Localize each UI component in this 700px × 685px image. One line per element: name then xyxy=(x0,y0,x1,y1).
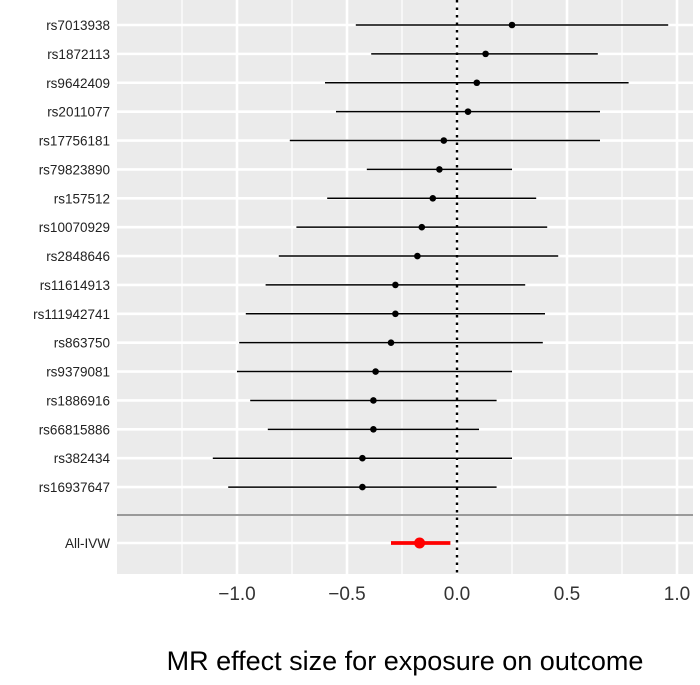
snp-label-rs11614913: rs11614913 xyxy=(40,278,110,293)
point-estimate-rs9642409 xyxy=(473,79,481,87)
snp-label-rs16937647: rs16937647 xyxy=(39,480,110,495)
point-estimate-rs10070929 xyxy=(418,223,426,231)
point-estimate-rs17756181 xyxy=(440,137,448,144)
point-estimate-rs11614913 xyxy=(392,281,399,289)
summary-label: All-IVW xyxy=(65,536,110,551)
x-tick-labels: −1.0 −0.5 0.0 0.5 1.0 xyxy=(218,584,690,605)
x-tick-label: 0.5 xyxy=(554,584,580,605)
snp-label-rs111942741: rs111942741 xyxy=(33,307,110,322)
x-axis-title: MR effect size for exposure on outcome xyxy=(167,646,644,676)
snp-label-rs863750: rs863750 xyxy=(54,336,110,351)
x-tick-label: −1.0 xyxy=(218,584,256,605)
snp-label-rs9379081: rs9379081 xyxy=(46,365,110,380)
snp-label-rs7013938: rs7013938 xyxy=(46,18,110,33)
point-estimate-rs9379081 xyxy=(372,368,379,375)
snp-label-rs382434: rs382434 xyxy=(54,451,111,466)
snp-label-rs2011077: rs2011077 xyxy=(47,105,110,120)
point-estimate-rs16937647 xyxy=(359,483,366,491)
snp-label-rs66815886: rs66815886 xyxy=(39,422,110,437)
point-estimate-rs66815886 xyxy=(370,426,377,433)
plot-panel xyxy=(117,0,693,574)
point-estimate-rs2011077 xyxy=(464,108,472,115)
snp-label-rs10070929: rs10070929 xyxy=(39,220,110,235)
x-tick-label: 0.0 xyxy=(444,584,470,605)
point-estimate-rs79823890 xyxy=(436,166,443,173)
snp-label-rs79823890: rs79823890 xyxy=(39,162,110,177)
snp-label-rs1886916: rs1886916 xyxy=(46,393,110,408)
x-tick-label: 1.0 xyxy=(664,584,690,605)
snp-label-rs2848646: rs2848646 xyxy=(46,249,110,264)
point-estimate-rs111942741 xyxy=(392,310,399,318)
snp-label-rs1872113: rs1872113 xyxy=(47,47,110,62)
point-estimate-rs382434 xyxy=(359,454,366,462)
point-estimate-rs7013938 xyxy=(508,21,516,29)
snp-label-rs157512: rs157512 xyxy=(54,191,110,206)
snp-labels: rs7013938 rs1872113 rs9642409 rs2011077 rs17… xyxy=(33,18,110,551)
estimate-marks xyxy=(212,21,669,549)
point-estimate-rs863750 xyxy=(387,339,395,346)
point-estimate-rs1872113 xyxy=(482,50,489,58)
point-estimate-rs1886916 xyxy=(370,397,377,404)
point-estimate-rs2848646 xyxy=(414,252,421,260)
snp-label-rs9642409: rs9642409 xyxy=(46,76,110,91)
snp-label-rs17756181: rs17756181 xyxy=(39,134,110,149)
point-estimate-summary xyxy=(414,537,426,549)
point-estimate-rs157512 xyxy=(429,194,437,202)
x-tick-label: −0.5 xyxy=(328,584,366,605)
